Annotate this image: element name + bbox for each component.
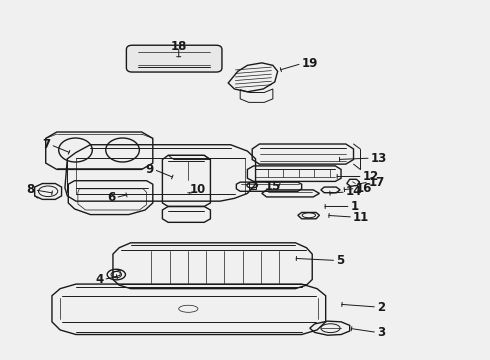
Text: 11: 11 <box>353 211 369 224</box>
Text: 19: 19 <box>302 57 318 70</box>
Text: 6: 6 <box>107 191 115 204</box>
Text: 3: 3 <box>377 326 385 339</box>
Text: 4: 4 <box>95 273 103 286</box>
Text: 2: 2 <box>377 301 385 314</box>
FancyBboxPatch shape <box>126 45 222 72</box>
Text: 17: 17 <box>369 176 385 189</box>
Text: 13: 13 <box>371 152 387 165</box>
Text: 8: 8 <box>26 183 35 196</box>
Text: 7: 7 <box>43 138 50 151</box>
Text: 12: 12 <box>363 170 379 183</box>
Text: 15: 15 <box>265 180 281 193</box>
Text: 14: 14 <box>346 185 362 198</box>
Text: 1: 1 <box>351 200 359 213</box>
Text: 5: 5 <box>336 254 344 267</box>
Text: 10: 10 <box>190 183 206 196</box>
Text: 18: 18 <box>171 40 187 53</box>
Text: 16: 16 <box>355 182 372 195</box>
Text: 9: 9 <box>146 163 154 176</box>
